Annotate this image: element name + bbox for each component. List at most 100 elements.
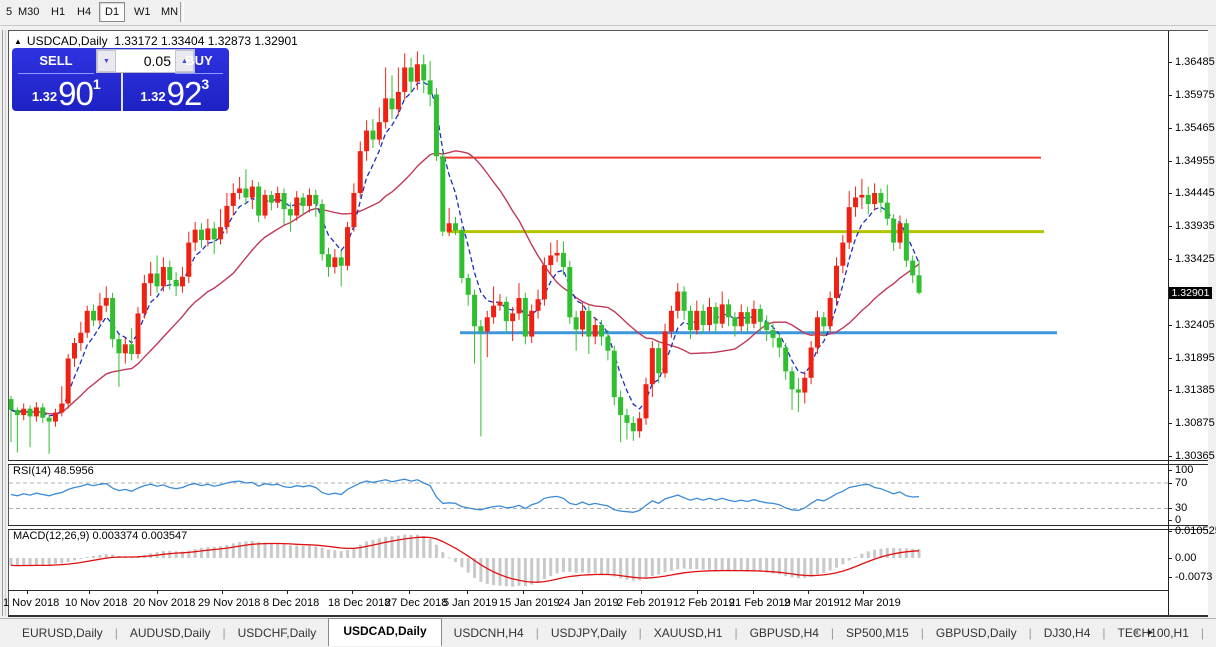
price-tick-1.33425-tick (1168, 259, 1172, 260)
tab-usdchf-daily[interactable]: USDCHF,Daily (237, 626, 317, 640)
price-tick-1.35465-tick (1168, 128, 1172, 129)
buy-price[interactable]: 1.32 92 3 (121, 73, 230, 111)
window-edge-line (2, 30, 3, 616)
date-tick (697, 591, 698, 594)
tab-usdcnh-h4[interactable]: USDCNH,H4 (453, 626, 524, 640)
pane-splitter-macd[interactable] (8, 525, 1208, 530)
tab-usdcad-daily[interactable]: USDCAD,Daily (328, 618, 442, 646)
buy-price-main: 92 (166, 75, 203, 112)
tab-xauusd-h1[interactable]: XAUUSD,H1 (653, 626, 723, 640)
volume-increase-icon[interactable]: ▲ (175, 50, 194, 72)
date-label: 2 Feb 2019 (617, 597, 673, 609)
rsi-axis-70: 70 (1175, 477, 1188, 489)
tab-divider: | (1102, 626, 1106, 640)
tab-divider: | (638, 626, 642, 640)
tab-divider: | (222, 626, 226, 640)
date-label: 21 Feb 2019 (729, 597, 791, 609)
price-tick-1.33425: 1.33425 (1175, 253, 1215, 265)
macd-axis-0.00: 0.00 (1175, 552, 1197, 564)
tab-gbpusd-h4[interactable]: GBPUSD,H4 (749, 626, 819, 640)
window-edge-line-2 (5, 30, 6, 616)
price-tick-1.30875: 1.30875 (1175, 417, 1215, 429)
tab-scroll-right-icon[interactable]: ► (1146, 627, 1155, 637)
toolbar-separator (180, 2, 184, 22)
date-label: 24 Jan 2019 (558, 597, 619, 609)
timeframe-5[interactable]: 5 (6, 6, 13, 18)
timeframe-H1[interactable]: H1 (51, 6, 66, 18)
tab-divider: | (535, 626, 539, 640)
rsi-label: RSI(14) 48.5956 (13, 465, 94, 477)
date-label: 1 Nov 2018 (3, 597, 60, 609)
sell-price[interactable]: 1.32 90 1 (12, 73, 121, 111)
price-tick-1.31895-tick (1168, 358, 1172, 359)
date-tick (753, 591, 754, 594)
rsi-axis-70-tick (1168, 483, 1172, 484)
tab-audusd-daily[interactable]: AUDUSD,Daily (129, 626, 211, 640)
date-tick (27, 591, 28, 594)
volume-decrease-icon[interactable]: ▼ (97, 50, 116, 72)
timeframe-M30[interactable]: M30 (18, 6, 40, 18)
sell-button[interactable]: SELL (18, 48, 94, 74)
price-tick-1.35975-tick (1168, 95, 1172, 96)
timeframe-H4[interactable]: H4 (77, 6, 92, 18)
volume-spinner: ▼ ▲ (96, 49, 195, 73)
price-tick-1.31895: 1.31895 (1175, 352, 1215, 364)
horizontal-lines (440, 156, 1057, 335)
price-tick-1.35975: 1.35975 (1175, 89, 1215, 101)
candles (9, 51, 922, 454)
date-tick (641, 591, 642, 594)
macd-histogram (9, 534, 921, 587)
chart-scrollbar[interactable] (8, 615, 1208, 617)
price-tick-1.33935: 1.33935 (1175, 220, 1215, 232)
timeframe-D1[interactable]: D1 (99, 2, 126, 22)
macd-axis-0.010525-tick (1168, 531, 1172, 532)
macd-axis-0.00-tick (1168, 558, 1172, 559)
macd-axis--0.0073: -0.0073 (1175, 571, 1213, 583)
price-tick-1.32405: 1.32405 (1175, 319, 1215, 331)
tab-scroll-left-icon[interactable]: ◄ (1131, 627, 1140, 637)
date-tick (352, 591, 353, 594)
buy-price-pip: 3 (201, 76, 210, 92)
pane-splitter-rsi[interactable] (8, 460, 1208, 465)
volume-input[interactable] (116, 50, 175, 72)
date-tick (89, 591, 90, 594)
buy-button[interactable]: BUY (175, 48, 223, 74)
rsi-chart[interactable] (9, 463, 1168, 525)
rsi-pane[interactable] (9, 463, 1168, 525)
tab-dj30-h4[interactable]: DJ30,H4 (1043, 626, 1091, 640)
date-label: 18 Dec 2018 (328, 597, 391, 609)
tab-ukc[interactable]: UKC (1204, 626, 1216, 640)
price-tick-1.31385-tick (1168, 390, 1172, 391)
price-tick-1.36485: 1.36485 (1175, 56, 1215, 68)
rsi-axis-100: 100 (1175, 464, 1194, 476)
timeframe-MN[interactable]: MN (161, 6, 179, 18)
date-tick (222, 591, 223, 594)
rsi-axis-100-tick (1168, 470, 1172, 471)
price-tick-1.34955: 1.34955 (1175, 155, 1215, 167)
collapse-icon[interactable]: ▲ (14, 37, 22, 46)
tab-sp500-m15[interactable]: SP500,M15 (846, 626, 909, 640)
tab-gbpusd-daily[interactable]: GBPUSD,Daily (935, 626, 1017, 640)
date-label: 2 Mar 2019 (784, 597, 840, 609)
sell-price-base: 1.32 (31, 89, 58, 104)
date-label: 12 Feb 2019 (673, 597, 735, 609)
tab-eurusd-daily[interactable]: EURUSD,Daily (22, 626, 103, 640)
date-label: 5 Jan 2019 (443, 597, 498, 609)
date-tick (157, 591, 158, 594)
date-tick (808, 591, 809, 594)
chart-frame-left (8, 30, 9, 616)
timeframe-W1[interactable]: W1 (134, 6, 151, 18)
macd-chart[interactable] (9, 528, 1168, 590)
price-tick-1.36485-tick (1168, 62, 1172, 63)
tab-divider: | (1028, 626, 1032, 640)
rsi-axis-30-tick (1168, 508, 1172, 509)
tab-tech100-h1[interactable]: TECH100,H1 (1117, 626, 1189, 640)
chart-symbol: USDCAD,Daily (26, 34, 108, 48)
date-tick (523, 591, 524, 594)
price-tick-1.30365-tick (1168, 456, 1172, 457)
candlestick-chart[interactable] (9, 31, 1168, 460)
date-tick (863, 591, 864, 594)
price-tick-1.35465: 1.35465 (1175, 122, 1215, 134)
tab-usdjpy-daily[interactable]: USDJPY,Daily (550, 626, 627, 640)
rsi-axis-0-tick (1168, 520, 1172, 521)
